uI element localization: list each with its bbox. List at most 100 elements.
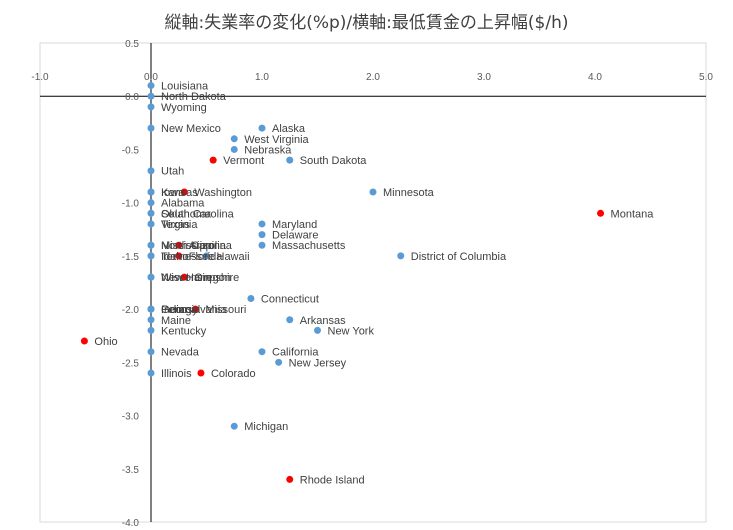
data-point: [147, 209, 155, 217]
data-label: Pennsylvania: [161, 304, 227, 316]
data-label: Delaware: [272, 230, 318, 242]
data-label: Iowa: [161, 187, 185, 199]
data-label: Illinois: [161, 368, 192, 380]
y-tick-label: 0.0: [125, 92, 139, 103]
x-tick-label: 5.0: [699, 72, 713, 83]
data-label: Idaho: [161, 251, 189, 263]
data-label: Oregon: [194, 272, 231, 284]
data-point: [147, 369, 155, 377]
data-label: New Hampshire: [161, 272, 239, 284]
data-point: [258, 231, 266, 239]
data-label: Alabama: [161, 198, 205, 210]
data-label: Arkansas: [300, 315, 346, 327]
data-label: Missouri: [205, 304, 246, 316]
data-label: Minnesota: [383, 187, 435, 199]
data-point: [147, 82, 155, 90]
data-label: Utah: [161, 166, 184, 178]
data-label: Georgia: [161, 304, 201, 316]
data-point: [397, 252, 405, 260]
data-point: [147, 188, 155, 196]
data-point: [147, 252, 155, 260]
data-point: [180, 273, 188, 281]
data-label: North Dakota: [161, 91, 227, 103]
chart-title: 縦軸:失業率の変化(%p)/横軸:最低賃金の上昇幅($/h): [164, 13, 569, 33]
data-point: [147, 326, 155, 334]
data-point: [230, 135, 238, 143]
x-tick-label: 3.0: [477, 72, 491, 83]
data-label: Maine: [161, 315, 191, 327]
data-label: Hawaii: [217, 251, 250, 263]
data-point: [147, 305, 155, 313]
data-label: Washington: [194, 187, 252, 199]
data-point: [230, 422, 238, 430]
data-point: [80, 337, 88, 345]
data-point: [147, 199, 155, 207]
data-point: [258, 348, 266, 356]
data-label: Massachusetts: [272, 240, 346, 252]
y-tick-label: -2.5: [122, 358, 140, 369]
data-point: [147, 220, 155, 228]
x-tick-label: 4.0: [588, 72, 602, 83]
y-tick-label: -3.0: [122, 412, 140, 423]
y-tick-label: -3.5: [122, 465, 140, 476]
data-label: Ohio: [94, 336, 117, 348]
data-label: Florida: [189, 251, 224, 263]
y-tick-label: -1.5: [122, 252, 140, 263]
data-label: West Virginia: [244, 134, 309, 146]
data-point: [147, 316, 155, 324]
data-label: Texas: [161, 219, 190, 231]
tick-labels: -1.0 0.0 1.0 2.0 3.0 4.0 5.0 0.5 0.0 -0.5 -1.0 -1.5…: [31, 39, 713, 529]
data-point: [209, 156, 217, 164]
data-point: [230, 145, 238, 153]
data-point: [247, 294, 255, 302]
data-label: Nevada: [161, 347, 200, 359]
data-point: [180, 188, 188, 196]
data-point: [147, 103, 155, 111]
data-label: Alaska: [272, 123, 306, 135]
data-point: [147, 92, 155, 100]
data-point: [197, 369, 205, 377]
data-point: [147, 124, 155, 132]
x-tick-label: 2.0: [366, 72, 380, 83]
data-label: Arizona: [189, 240, 227, 252]
data-label: North Carolina: [161, 240, 233, 252]
data-label: Kansas: [161, 187, 198, 199]
data-label: Mississippi: [161, 240, 214, 252]
data-point: [286, 475, 294, 483]
data-point: [147, 348, 155, 356]
data-label: Rhode Island: [300, 474, 365, 486]
data-label: Louisiana: [161, 81, 209, 93]
data-label: South Dakota: [300, 155, 368, 167]
data-label: Wisconsin: [161, 272, 211, 284]
data-label: Montana: [611, 208, 655, 220]
data-label: Connecticut: [261, 293, 319, 305]
data-points: [80, 82, 605, 483]
data-point: [175, 252, 183, 260]
x-tick-label: -1.0: [31, 72, 49, 83]
y-tick-label: -0.5: [122, 145, 140, 156]
data-label: Nebraska: [244, 144, 292, 156]
data-label: Virginia: [161, 219, 198, 231]
y-tick-label: -1.0: [122, 199, 140, 210]
data-label: New Mexico: [161, 123, 221, 135]
data-label: New York: [328, 325, 375, 337]
data-label: Colorado: [211, 368, 256, 380]
data-point: [147, 167, 155, 175]
axes: [39, 42, 707, 523]
data-point: [286, 156, 294, 164]
data-label: Maryland: [272, 219, 317, 231]
data-point: [175, 241, 183, 249]
data-point: [258, 220, 266, 228]
data-point: [369, 188, 377, 196]
data-point: [147, 241, 155, 249]
data-point: [275, 358, 283, 366]
x-tick-label: 1.0: [255, 72, 269, 83]
data-label: Oklahoma: [161, 208, 212, 220]
data-label: New Jersey: [289, 357, 347, 369]
data-point: [203, 252, 210, 260]
y-tick-label: -4.0: [122, 518, 140, 529]
data-label: Indiana: [161, 304, 198, 316]
